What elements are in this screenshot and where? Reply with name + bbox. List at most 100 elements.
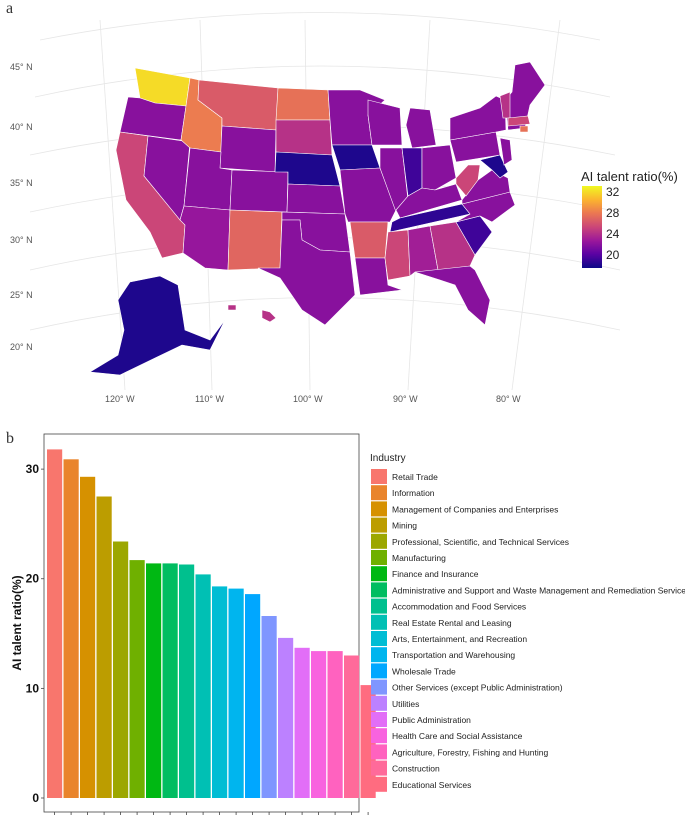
lon-label: 120° W xyxy=(105,394,135,404)
legend-label: Retail Trade xyxy=(392,472,438,482)
lat-label: 45° N xyxy=(10,62,33,72)
state-kansas xyxy=(286,183,346,215)
legend-label: Educational Services xyxy=(392,780,471,790)
legend-label: Transportation and Warehousing xyxy=(392,650,515,660)
state-arizona xyxy=(179,205,231,271)
legend-label: Mining xyxy=(392,521,417,531)
state-west-virginia xyxy=(455,164,481,197)
legend-swatch xyxy=(371,776,387,792)
state-new-england xyxy=(504,61,546,131)
legend-swatch xyxy=(371,631,387,646)
legend-swatch xyxy=(371,533,387,549)
legend-label: Construction xyxy=(392,764,440,774)
state-north-carolina xyxy=(455,191,516,223)
bar-accommodation-and-food-services xyxy=(179,564,195,798)
map-legend-tick: 28 xyxy=(606,206,620,220)
state-maryland xyxy=(479,154,509,179)
lat-label: 20° N xyxy=(10,342,33,352)
bar-construction xyxy=(344,655,360,798)
legend-swatch xyxy=(371,598,387,614)
panel-a-label: a xyxy=(6,0,14,17)
bar-utilities xyxy=(278,637,294,798)
lon-label: 100° W xyxy=(293,394,323,404)
legend-label: Accommodation and Food Services xyxy=(392,602,526,612)
state-new-york xyxy=(449,95,507,141)
bar-professional-scientific-and-technical-services xyxy=(113,541,129,798)
legend-swatch xyxy=(371,501,387,517)
legend-swatch xyxy=(371,744,387,760)
lon-label: 110° W xyxy=(195,394,224,404)
legend-swatch xyxy=(371,550,387,565)
bar-finance-and-insurance xyxy=(146,563,162,798)
legend-label: Finance and Insurance xyxy=(392,569,479,579)
bar-retail-trade xyxy=(47,449,63,798)
state-wyoming xyxy=(219,125,277,173)
lat-label: 40° N xyxy=(10,122,33,132)
state-iowa xyxy=(331,144,381,171)
legend-swatch xyxy=(371,485,387,501)
industry-bar-chart: 0 10 20 30 AI talent ratio(%) Industry Reta… xyxy=(10,433,685,815)
state-michigan xyxy=(405,107,437,149)
legend-swatch xyxy=(371,469,387,484)
legend-label: Management of Companies and Enterprises xyxy=(392,504,558,514)
legend-swatch xyxy=(371,517,387,533)
map-legend-tick: 24 xyxy=(606,227,620,241)
legend-swatch xyxy=(371,712,387,727)
y-axis-label: AI talent ratio(%) xyxy=(10,575,24,670)
bar-wholesale-trade xyxy=(245,594,261,798)
map-legend-tick: 20 xyxy=(606,248,620,262)
state-massachusetts xyxy=(507,115,531,127)
state-colorado xyxy=(229,169,289,213)
state-arkansas xyxy=(349,221,389,259)
state-rhode-island xyxy=(519,125,529,133)
industry-legend-title: Industry xyxy=(370,453,406,464)
latitude-labels: 45° N 40° N 35° N 30° N 25° N 20° N xyxy=(10,62,33,352)
bar-mining xyxy=(96,496,112,798)
state-hawaii xyxy=(227,304,277,323)
bar-manufacturing xyxy=(129,560,145,798)
bar-real-estate-rental-and-leasing xyxy=(195,574,211,798)
bar-transportation-and-warehousing xyxy=(228,588,244,798)
legend-label: Information xyxy=(392,488,435,498)
map-legend-colorbar xyxy=(582,186,602,268)
legend-label: Agriculture, Forestry, Fishing and Hunti… xyxy=(392,747,548,757)
legend-swatch xyxy=(371,614,387,630)
legend-label: Administrative and Support and Waste Man… xyxy=(392,585,685,595)
legend-swatch xyxy=(371,647,387,663)
lat-label: 25° N xyxy=(10,290,33,300)
state-florida xyxy=(414,265,491,326)
state-south-dakota xyxy=(275,119,333,156)
bar-health-care-and-social-assistance xyxy=(311,651,327,798)
bar-other-services-except-public-administration xyxy=(261,616,277,798)
legend-swatch xyxy=(371,566,387,582)
us-choropleth-map: 45° N 40° N 35° N 30° N 25° N 20° N 120°… xyxy=(10,12,678,404)
legend-swatch xyxy=(371,695,387,711)
legend-label: Manufacturing xyxy=(392,553,446,563)
legend-swatch xyxy=(371,582,387,598)
map-color-legend: AI talent ratio(%) 32 28 24 20 xyxy=(581,169,678,268)
legend-swatch xyxy=(371,728,387,744)
lat-label: 35° N xyxy=(10,178,33,188)
state-north-dakota xyxy=(275,87,331,121)
legend-label: Wholesale Trade xyxy=(392,666,456,676)
state-kentucky xyxy=(395,183,463,219)
state-new-mexico xyxy=(227,209,283,271)
state-new-jersey xyxy=(499,137,513,166)
state-ohio xyxy=(421,144,457,191)
lon-label: 90° W xyxy=(393,394,418,404)
legend-swatch xyxy=(371,663,387,679)
legend-label: Other Services (except Public Administra… xyxy=(392,683,563,693)
lat-label: 30° N xyxy=(10,235,33,245)
bar-public-administration xyxy=(294,647,310,798)
map-legend-tick: 32 xyxy=(606,185,620,199)
bar-information xyxy=(63,459,79,798)
bar-agriculture-forestry-fishing-and-hunting xyxy=(327,651,343,798)
y-tick-label: 10 xyxy=(26,681,40,695)
legend-label: Real Estate Rental and Leasing xyxy=(392,618,512,628)
state-louisiana xyxy=(354,257,403,296)
legend-swatch xyxy=(371,679,387,695)
panel-b-label: b xyxy=(6,430,14,447)
y-tick-label: 30 xyxy=(26,462,40,476)
state-alaska xyxy=(89,275,226,376)
legend-label: Utilities xyxy=(392,699,419,709)
